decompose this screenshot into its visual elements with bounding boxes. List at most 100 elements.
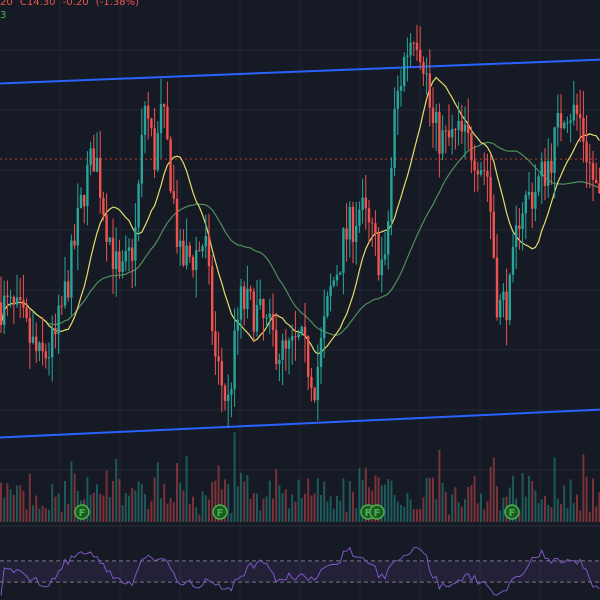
candle-body-50 — [159, 104, 163, 134]
candle-body-72 — [230, 389, 233, 395]
candle-body-147 — [470, 133, 473, 161]
volume-bar-66 — [211, 482, 214, 522]
volume-bar-80 — [256, 493, 258, 522]
volume-bar-176 — [563, 485, 566, 522]
candle-body-139 — [444, 130, 447, 132]
volume-bar-29 — [92, 492, 95, 522]
candle-body-167 — [534, 191, 537, 209]
volume-bar-17 — [54, 496, 57, 522]
candle-body-14 — [44, 351, 47, 359]
candle-body-175 — [559, 113, 563, 129]
volume-bar-62 — [198, 514, 201, 522]
volume-bar-87 — [278, 485, 281, 522]
volume-bar-133 — [425, 477, 428, 522]
candle-body-182 — [582, 118, 585, 142]
candle-body-88 — [281, 340, 284, 360]
candle-body-41 — [131, 247, 134, 261]
volume-bar-174 — [556, 498, 559, 522]
volume-bar-34 — [108, 497, 111, 522]
volume-bar-99 — [316, 478, 319, 522]
candle-body-5 — [15, 297, 19, 305]
volume-bar-157 — [502, 497, 505, 522]
volume-bar-4 — [12, 494, 15, 522]
candle-body-31 — [99, 157, 102, 198]
candle-body-130 — [415, 42, 419, 50]
volume-bar-147 — [470, 485, 473, 522]
legend-change: -0.20 — [62, 0, 89, 8]
volume-bar-150 — [480, 493, 482, 522]
volume-bar-137 — [438, 449, 441, 522]
candle-body-28 — [89, 148, 92, 165]
candle-body-71 — [227, 394, 230, 401]
candle-body-149 — [476, 170, 479, 175]
volume-bar-145 — [464, 499, 466, 522]
candle-body-176 — [563, 122, 566, 129]
volume-bar-39 — [124, 492, 127, 522]
volume-bar-149 — [476, 503, 479, 522]
candle-body-26 — [83, 194, 86, 207]
volume-bar-160 — [512, 475, 514, 522]
candle-body-160 — [511, 246, 515, 275]
candle-body-183 — [585, 141, 588, 163]
candle-body-161 — [515, 225, 518, 247]
volume-bar-166 — [531, 481, 534, 522]
candle-body-145 — [463, 124, 467, 132]
volume-bar-36 — [115, 459, 118, 522]
candle-body-100 — [319, 338, 323, 367]
candle-body-144 — [460, 120, 463, 132]
volume-bar-181 — [579, 510, 582, 522]
volume-bar-155 — [496, 486, 498, 522]
volume-bar-151 — [483, 509, 486, 522]
volume-bar-78 — [249, 499, 252, 522]
candle-body-172 — [550, 161, 553, 173]
volume-bar-108 — [345, 511, 348, 522]
candle-body-2 — [6, 295, 9, 297]
candle-body-19 — [60, 305, 63, 307]
candle-body-25 — [79, 194, 83, 209]
volume-bar-114 — [364, 467, 367, 522]
volume-bar-182 — [582, 454, 585, 522]
candle-body-168 — [537, 176, 540, 192]
volume-bar-144 — [460, 506, 463, 522]
candle-body-77 — [246, 288, 249, 310]
volume-bar-9 — [28, 473, 31, 522]
volume-bar-169 — [540, 499, 543, 522]
volume-bar-44 — [140, 483, 143, 522]
candle-body-119 — [380, 259, 383, 276]
candle-body-79 — [252, 291, 255, 332]
volume-bar-105 — [336, 495, 338, 522]
volume-bar-19 — [60, 512, 63, 522]
candle-body-27 — [86, 164, 89, 207]
candle-body-153 — [489, 176, 492, 212]
candle-body-142 — [454, 129, 457, 131]
candle-body-101 — [323, 316, 326, 339]
volume-bar-8 — [25, 509, 28, 522]
volume-bar-96 — [307, 478, 310, 522]
candle-body-44 — [140, 134, 143, 184]
volume-bar-55 — [176, 463, 178, 522]
rsi-band — [0, 560, 600, 583]
candle-body-146 — [467, 124, 470, 134]
candle-body-163 — [521, 213, 524, 229]
volume-bar-102 — [326, 501, 329, 522]
candle-body-154 — [492, 211, 495, 258]
volume-bar-132 — [422, 497, 425, 522]
candle-body-125 — [399, 85, 403, 91]
volume-bar-141 — [451, 494, 454, 522]
candle-body-122 — [390, 167, 393, 222]
volume-bar-75 — [240, 472, 242, 522]
candle-body-164 — [524, 194, 527, 214]
volume-bar-171 — [547, 504, 550, 522]
candle-body-29 — [92, 148, 95, 172]
candle-body-0 — [0, 302, 3, 325]
volume-bar-170 — [544, 495, 546, 522]
volume-bar-82 — [262, 498, 265, 522]
volume-bar-32 — [102, 495, 105, 522]
volume-bar-106 — [339, 500, 342, 522]
volume-bar-65 — [208, 499, 210, 522]
candle-body-63 — [201, 246, 204, 252]
candle-body-162 — [518, 225, 521, 229]
candle-body-45 — [143, 105, 147, 135]
